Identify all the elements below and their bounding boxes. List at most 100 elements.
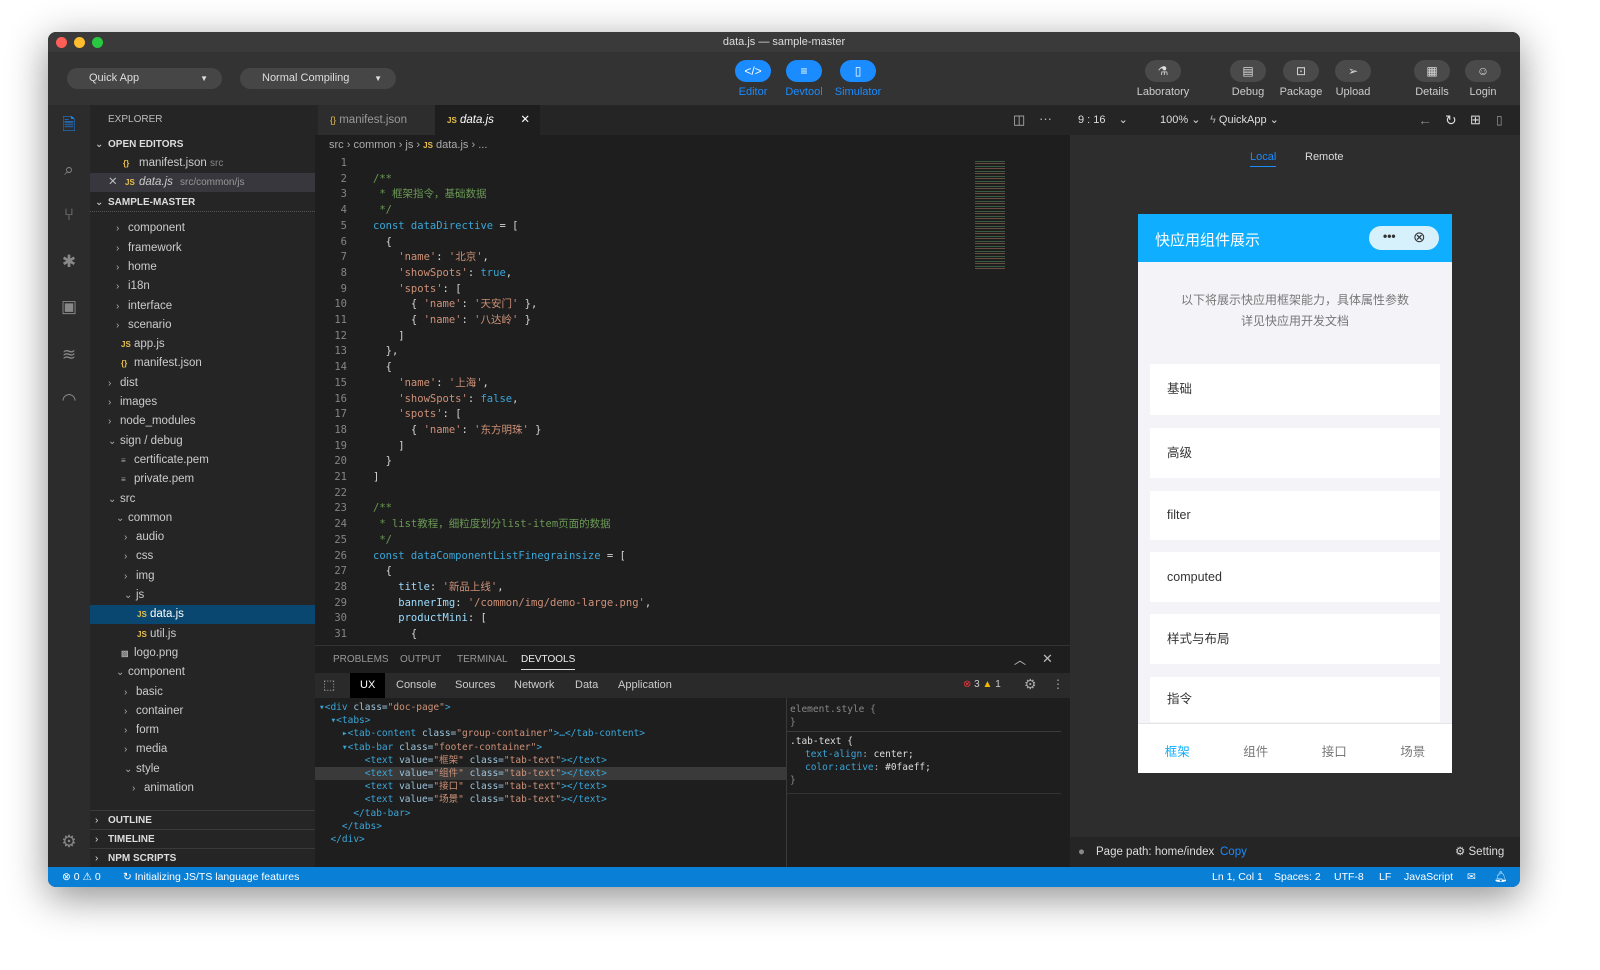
breadcrumb-item[interactable]: common [353, 139, 396, 151]
outline-section[interactable]: › OUTLINE [90, 810, 315, 829]
tree-item-logo-png[interactable]: ▨ logo.png [90, 644, 315, 663]
error-warning-counts[interactable]: ⊗ 3 ▲ 1 [963, 679, 1001, 690]
css-property[interactable]: text-align [805, 749, 863, 760]
tree-item-common[interactable]: ⌄ common [90, 509, 315, 528]
tree-item-dist[interactable]: › dist [90, 374, 315, 393]
css-value[interactable]: #0faeff; [885, 762, 931, 773]
tab-data-js[interactable]: JS data.js ✕ [435, 105, 540, 135]
list-item[interactable]: computed [1150, 552, 1440, 602]
breadcrumb-item[interactable]: js [405, 139, 414, 151]
breadcrumb-item[interactable]: ... [478, 139, 488, 151]
devtools-tab-application[interactable]: Application [618, 679, 672, 691]
tree-item-css[interactable]: › css [90, 547, 315, 566]
dom-node[interactable]: </div> [315, 833, 786, 846]
source-control-icon[interactable]: ⑂ [63, 205, 75, 224]
platform-dropdown[interactable]: ϟ QuickApp ⌄ [1210, 105, 1279, 135]
maximize-panel-icon[interactable]: ︿ [1014, 653, 1027, 667]
list-item[interactable]: 基础 [1150, 364, 1440, 415]
tree-item-node-modules[interactable]: › node_modules [90, 412, 315, 431]
language-mode[interactable]: JavaScript [1404, 871, 1454, 883]
devtools-tab-sources[interactable]: Sources [455, 679, 496, 691]
tree-item-manifest-json[interactable]: {} manifest.json [90, 354, 315, 373]
timeline-section[interactable]: › TIMELINE [90, 829, 315, 848]
tree-item-framework[interactable]: › framework [90, 239, 315, 258]
open-editor-item-active[interactable]: ✕ JS data.js src/common/js [90, 173, 315, 192]
editor-button[interactable]: </> Editor [723, 60, 783, 98]
tree-item-util-js[interactable]: JS util.js [90, 625, 315, 644]
debug-button[interactable]: ▤ Debug [1218, 60, 1278, 98]
tree-item-scenario[interactable]: › scenario [90, 316, 315, 335]
breadcrumb-item[interactable]: data.js [436, 139, 469, 151]
extensions-icon[interactable]: ▣ [60, 297, 78, 316]
devtools-tab-ux[interactable]: UX [350, 673, 386, 698]
tree-item-images[interactable]: › images [90, 393, 315, 412]
panel-tab-problems[interactable]: PROBLEMS [333, 654, 389, 665]
tree-item-data-js[interactable]: JS data.js [90, 605, 315, 625]
app-tab[interactable]: 框架 [1164, 745, 1190, 759]
feedback-icon[interactable]: ✉ [1467, 871, 1476, 883]
dom-node[interactable]: ▾<tabs> [315, 714, 786, 727]
tree-item-sign-debug[interactable]: ⌄ sign / debug [90, 432, 315, 451]
dom-node[interactable]: <text value="组件" class="tab-text"></text… [315, 767, 786, 781]
devtool-button[interactable]: ≡ Devtool [774, 60, 834, 98]
qr-code-icon[interactable]: ⊞ [1470, 112, 1481, 127]
close-app-icon[interactable]: ⊗ [1413, 229, 1426, 246]
tree-item-interface[interactable]: › interface [90, 297, 315, 316]
tree-item-certificate-pem[interactable]: ≡ certificate.pem [90, 451, 315, 470]
cursor-position[interactable]: Ln 1, Col 1 [1212, 871, 1263, 883]
inspect-element-icon[interactable]: ⬚ [323, 677, 336, 692]
debug-icon[interactable]: ✱ [61, 252, 77, 271]
tab-local[interactable]: Local [1250, 151, 1277, 167]
tree-item-basic[interactable]: › basic [90, 683, 315, 702]
open-editors-header[interactable]: ⌄ OPEN EDITORS [90, 135, 315, 154]
minimap[interactable] [975, 155, 1015, 275]
panel-tab-terminal[interactable]: TERMINAL [457, 654, 508, 665]
tree-item-src[interactable]: ⌄ src [90, 490, 315, 509]
package-button[interactable]: ⊡ Package [1271, 60, 1331, 98]
problems-indicator[interactable]: ⊗ 0 ⚠ 0 [62, 871, 101, 883]
upload-button[interactable]: ➢ Upload [1323, 60, 1383, 98]
tree-item-media[interactable]: › media [90, 740, 315, 759]
css-value[interactable]: center; [873, 749, 914, 760]
close-icon[interactable]: ✕ [108, 176, 118, 188]
panel-tab-devtools[interactable]: DEVTOOLS [521, 654, 576, 670]
tree-item-js[interactable]: ⌄ js [90, 586, 315, 605]
list-item[interactable]: 高级 [1150, 428, 1440, 478]
npm-scripts-section[interactable]: › NPM SCRIPTS [90, 848, 315, 867]
dom-node[interactable]: ▾<div class="doc-page"> [315, 701, 786, 714]
settings-gear-icon[interactable]: ⚙ [61, 832, 77, 851]
app-tab[interactable]: 接口 [1321, 745, 1347, 759]
list-item[interactable]: filter [1150, 491, 1440, 540]
aspect-ratio-dropdown[interactable]: 9 : 16 ⌄ [1078, 105, 1128, 135]
list-item[interactable]: 指令 [1150, 677, 1440, 722]
notifications-icon[interactable]: 🔔︎ [1494, 871, 1508, 883]
tree-item-private-pem[interactable]: ≡ private.pem [90, 470, 315, 489]
breadcrumb-item[interactable]: src [329, 139, 344, 151]
laboratory-button[interactable]: ⚗ Laboratory [1133, 60, 1193, 98]
dom-tree[interactable]: ▾<div class="doc-page"> ▾<tabs> ▸<tab-co… [315, 701, 786, 866]
dom-node[interactable]: ▾<tab-bar class="footer-container"> [315, 741, 786, 754]
zoom-dropdown[interactable]: 100% ⌄ [1160, 105, 1200, 135]
simulator-button[interactable]: ▯ Simulator [828, 60, 888, 98]
project-type-dropdown[interactable]: Quick App ▼ [67, 68, 222, 89]
tree-item-container[interactable]: › container [90, 702, 315, 721]
headset-icon[interactable]: ◠ [61, 390, 77, 409]
dom-node[interactable]: ▸<tab-content class="group-container">…<… [315, 727, 786, 740]
tree-item-animation[interactable]: › animation [90, 779, 315, 798]
login-button[interactable]: ☺ Login [1453, 60, 1513, 98]
tree-item-img[interactable]: › img [90, 567, 315, 586]
encoding[interactable]: UTF-8 [1334, 871, 1364, 883]
tree-item-app-js[interactable]: JS app.js [90, 335, 315, 354]
tree-item-i18n[interactable]: › i18n [90, 277, 315, 296]
close-panel-icon[interactable]: ✕ [1042, 651, 1053, 666]
indentation[interactable]: Spaces: 2 [1274, 871, 1321, 883]
devtools-settings-icon[interactable]: ⚙ [1024, 676, 1037, 692]
app-tab[interactable]: 场景 [1400, 745, 1426, 759]
project-header[interactable]: ⌄ SAMPLE-MASTER [90, 193, 315, 212]
tree-item-style[interactable]: ⌄ style [90, 760, 315, 779]
tree-item-form[interactable]: › form [90, 721, 315, 740]
device-icon[interactable]: ▯ [1496, 113, 1503, 127]
files-icon[interactable]: 🗎 [62, 115, 76, 134]
open-editor-item[interactable]: {} manifest.json src [90, 154, 315, 173]
dom-node[interactable]: <text value="接口" class="tab-text"></text… [315, 780, 786, 793]
